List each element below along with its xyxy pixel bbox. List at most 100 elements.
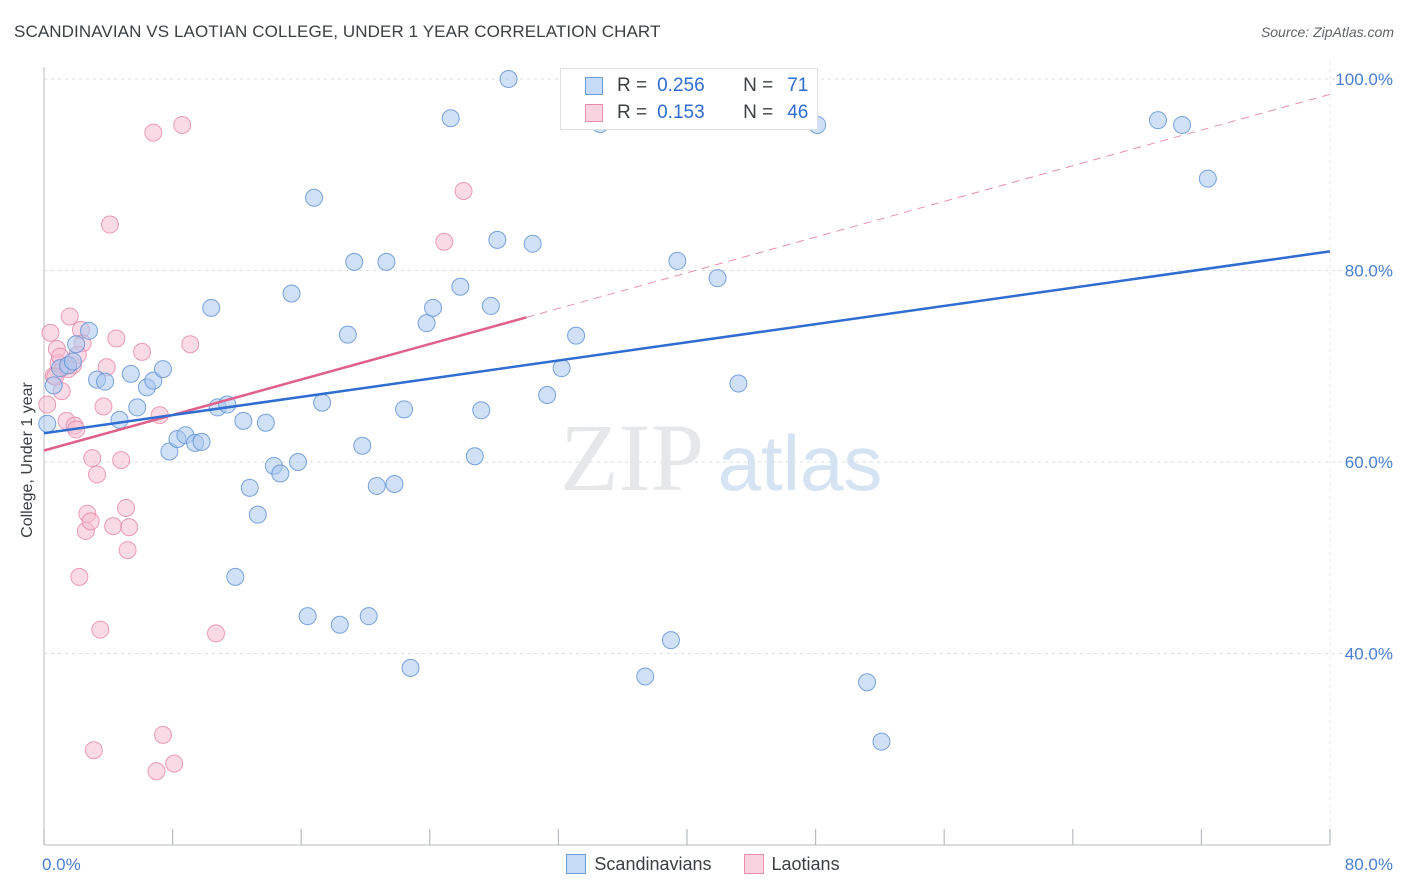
legend-row-scandinavians: R = 0.256 N = 71 <box>585 74 808 98</box>
laotians-point <box>173 115 192 134</box>
laotians-point <box>107 329 126 348</box>
legend-r-value: 0.256 <box>657 75 705 96</box>
scandinavians-point <box>367 476 386 495</box>
scandinavians-point <box>144 371 163 390</box>
scandinavians-point <box>729 374 748 393</box>
laotians-point <box>207 624 226 643</box>
laotians-point <box>91 620 110 639</box>
scandinavians-point <box>472 401 491 420</box>
x-tick-label: 0.0% <box>42 855 81 874</box>
y-tick-label: 60.0% <box>1345 453 1393 472</box>
legend-r-label: R = <box>617 102 648 123</box>
scandinavians-point <box>858 673 877 692</box>
laotians-point <box>133 342 152 361</box>
watermark-zip: ZIP <box>560 404 704 511</box>
series-legend: Scandinavians Laotians <box>0 852 1406 876</box>
laotians-point <box>435 232 454 251</box>
scandinavians-point <box>44 376 63 395</box>
scandinavians-point <box>424 298 443 317</box>
x-tick-label: 80.0% <box>1345 855 1393 874</box>
laotians-point <box>104 517 123 536</box>
scandinavians-point <box>552 359 571 378</box>
scandinavians-point <box>202 298 221 317</box>
scandinavians-point <box>1148 111 1167 130</box>
scandinavians-point <box>192 432 211 451</box>
scandinavians-point <box>359 607 378 626</box>
watermark: ZIP atlas <box>560 404 882 511</box>
legend-swatch-blue <box>585 77 603 95</box>
scandinavians-point <box>1198 169 1217 188</box>
scandinavians-point <box>523 234 542 253</box>
scandinavians-point <box>708 269 727 288</box>
scandinavians-point <box>226 567 245 586</box>
laotians-point <box>153 725 172 744</box>
chart-source: Source: ZipAtlas.com <box>1260 24 1394 40</box>
scandinavians-point <box>538 385 557 404</box>
legend-r-value: 0.153 <box>657 102 705 123</box>
legend-n-value: 46 <box>787 102 809 123</box>
scandinavians-point <box>153 360 172 379</box>
laotians-point <box>60 307 79 326</box>
scandinavians-point <box>248 505 267 524</box>
y-tick-label: 40.0% <box>1345 645 1393 664</box>
laotians-point <box>120 518 139 537</box>
legend-row-laotians: R = 0.153 N = 46 <box>585 101 808 125</box>
scandinavians-point <box>338 325 357 344</box>
legend-n-label: N = <box>743 102 774 123</box>
scandinavians-point <box>353 436 372 455</box>
scandinavians-point <box>417 314 436 333</box>
scandinavians-point <box>282 284 301 303</box>
scandinavians-point <box>465 447 484 466</box>
legend-swatch-pink <box>585 104 603 122</box>
series-swatch-blue <box>566 854 587 874</box>
scandinavians-point <box>481 296 500 315</box>
scandinavians-point <box>240 478 259 497</box>
scandinavians-point <box>288 453 307 471</box>
legend-n-label: N = <box>743 75 774 96</box>
laotians-point <box>454 182 473 201</box>
scandinavians-point <box>661 631 680 650</box>
scandinavians-point <box>1173 115 1192 134</box>
laotians-point <box>94 397 113 416</box>
series-swatch-pink <box>743 854 764 874</box>
scandinavians-point <box>234 411 253 430</box>
legend-n-value: 71 <box>787 75 809 96</box>
watermark-atlas: atlas <box>718 419 883 507</box>
scandinavians-point <box>872 732 891 751</box>
laotians-point <box>88 465 107 484</box>
series-legend-scandinavians[interactable]: Scandinavians <box>566 853 712 875</box>
legend-r-label: R = <box>617 75 648 96</box>
scandinavians-point <box>567 326 586 345</box>
scandinavians-point <box>63 352 82 371</box>
y-tick-label: 80.0% <box>1345 262 1393 281</box>
laotians-point <box>181 335 200 354</box>
laotians-point <box>118 541 137 560</box>
scandinavians-point <box>488 230 507 249</box>
laotians-point <box>81 512 100 531</box>
scandinavians-point <box>441 109 460 128</box>
scandinavians-point <box>38 414 57 433</box>
scandinavians-point <box>67 335 86 354</box>
trendlines <box>43 93 1331 452</box>
laotians-point <box>147 762 166 781</box>
scandinavians-trendline <box>43 250 1331 435</box>
laotians-point <box>116 498 135 517</box>
laotians-point <box>38 395 57 414</box>
scandinavians-point <box>128 398 147 417</box>
scandinavians-point <box>96 372 115 391</box>
laotians-point <box>84 741 103 760</box>
scandinavians-point <box>451 277 470 296</box>
scandinavians-point <box>499 70 518 88</box>
scandinavians-point <box>385 475 404 494</box>
series-label-scandinavians: Scandinavians <box>594 853 712 874</box>
series-legend-laotians[interactable]: Laotians <box>743 854 840 875</box>
scandinavians-point <box>271 464 290 483</box>
y-tick-label: 100.0% <box>1335 70 1393 89</box>
axes <box>43 67 1331 846</box>
scandinavians-point <box>401 658 420 677</box>
laotians-point <box>41 323 60 342</box>
laotians-points <box>38 115 473 781</box>
scandinavians-point <box>298 607 317 626</box>
scandinavians-point <box>313 393 332 412</box>
scandinavians-point <box>377 252 396 271</box>
